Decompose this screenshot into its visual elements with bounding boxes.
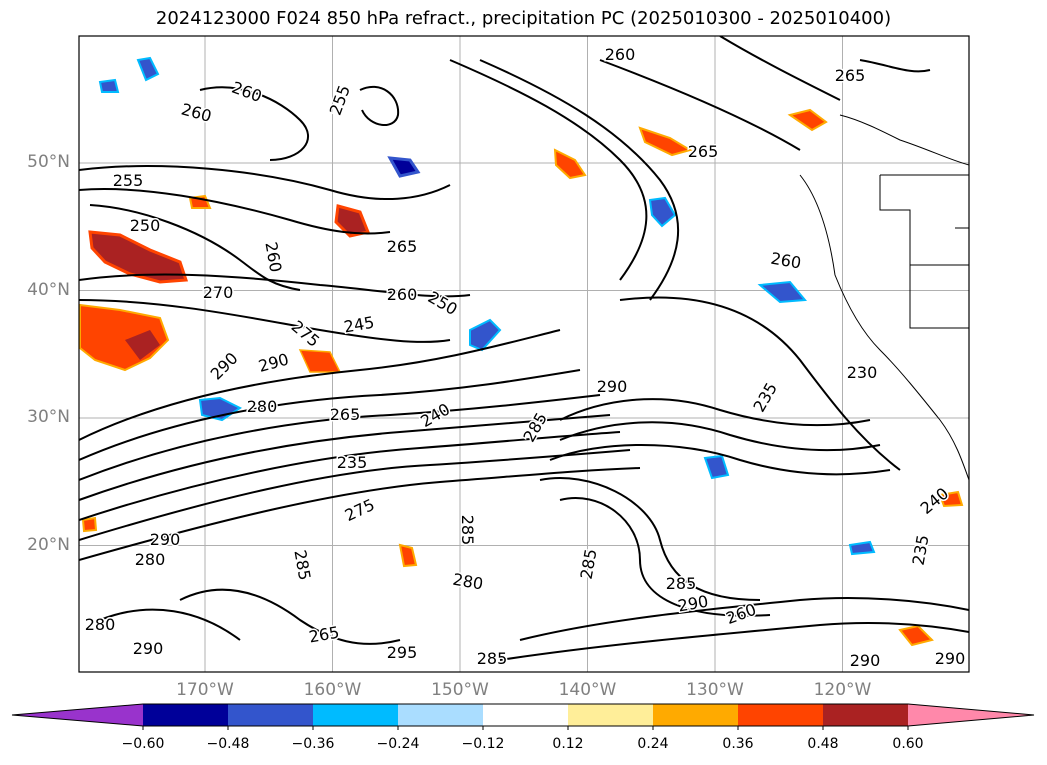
contour-label: 235 <box>337 453 368 472</box>
contour-label: 285 <box>458 515 477 546</box>
contour-label: 265 <box>387 237 418 256</box>
colorbar-tick-label: −0.12 <box>461 736 505 752</box>
map-title: 2024123000 F024 850 hPa refract., precip… <box>155 8 892 29</box>
contour-label: 290 <box>133 639 164 658</box>
longitude-label: 170°W <box>176 680 234 700</box>
map-frame <box>78 35 970 673</box>
contour-label: 250 <box>130 216 161 235</box>
contour-label: 255 <box>113 171 144 190</box>
contour-label: 265 <box>835 66 866 85</box>
contour-label: 265 <box>688 142 719 161</box>
contour-label: 265 <box>330 405 361 424</box>
longitude-label: 160°W <box>303 680 362 700</box>
contour-label: 230 <box>847 363 878 382</box>
contour-label: 280 <box>85 615 116 634</box>
colorbar-tick-label: 0.36 <box>722 736 754 752</box>
contour-label: 260 <box>605 45 636 64</box>
colorbar-segment <box>653 704 738 726</box>
contour-label: 290 <box>150 530 181 549</box>
colorbar-tick-label: 0.48 <box>807 736 839 752</box>
contour-label: 285 <box>477 649 508 668</box>
contour-label: 295 <box>387 643 418 662</box>
latitude-label: 50°N <box>27 152 70 172</box>
colorbar-segment <box>228 704 313 726</box>
contour-label: 290 <box>935 649 966 668</box>
colorbar-tick-label: −0.48 <box>206 736 250 752</box>
contour-label: 260 <box>387 285 418 304</box>
latitude-label: 30°N <box>27 407 70 427</box>
contour-label: 280 <box>247 397 278 416</box>
colorbar-segment <box>568 704 653 726</box>
refractivity-contours <box>79 36 969 661</box>
colorbar-tick-label: 0.12 <box>552 736 584 752</box>
precipitation-shading <box>79 56 964 647</box>
colorbar-segment <box>398 704 483 726</box>
longitude-label: 120°W <box>813 680 872 700</box>
map-gridlines <box>79 36 969 672</box>
colorbar-segment <box>143 704 228 726</box>
contour-label: 280 <box>135 550 166 569</box>
colorbar-tick-label: −0.36 <box>291 736 335 752</box>
longitude-label: 130°W <box>686 680 744 700</box>
coastline <box>799 114 969 481</box>
contour-label: 290 <box>850 651 881 670</box>
colorbar-segment <box>738 704 823 726</box>
colorbar-segment <box>313 704 398 726</box>
colorbar-tick-label: −0.60 <box>121 736 165 752</box>
map-background <box>79 36 969 672</box>
latitude-label: 20°N <box>27 534 70 555</box>
longitude-label: 150°W <box>431 680 489 700</box>
colorbar-segment <box>823 704 908 726</box>
colorbar <box>11 703 1035 730</box>
colorbar-tick-label: 0.24 <box>637 736 669 752</box>
colorbar-tick-label: −0.24 <box>376 736 420 752</box>
contour-label: 285 <box>666 574 697 593</box>
colorbar-extend-low <box>12 704 143 726</box>
contour-label: 270 <box>203 283 234 302</box>
contour-label: 290 <box>597 377 628 396</box>
colorbar-segment <box>483 704 568 726</box>
colorbar-extend-high <box>908 704 1034 726</box>
colorbar-tick-label: 0.60 <box>892 736 924 752</box>
latitude-label: 40°N <box>27 279 70 300</box>
longitude-label: 140°W <box>558 680 617 700</box>
